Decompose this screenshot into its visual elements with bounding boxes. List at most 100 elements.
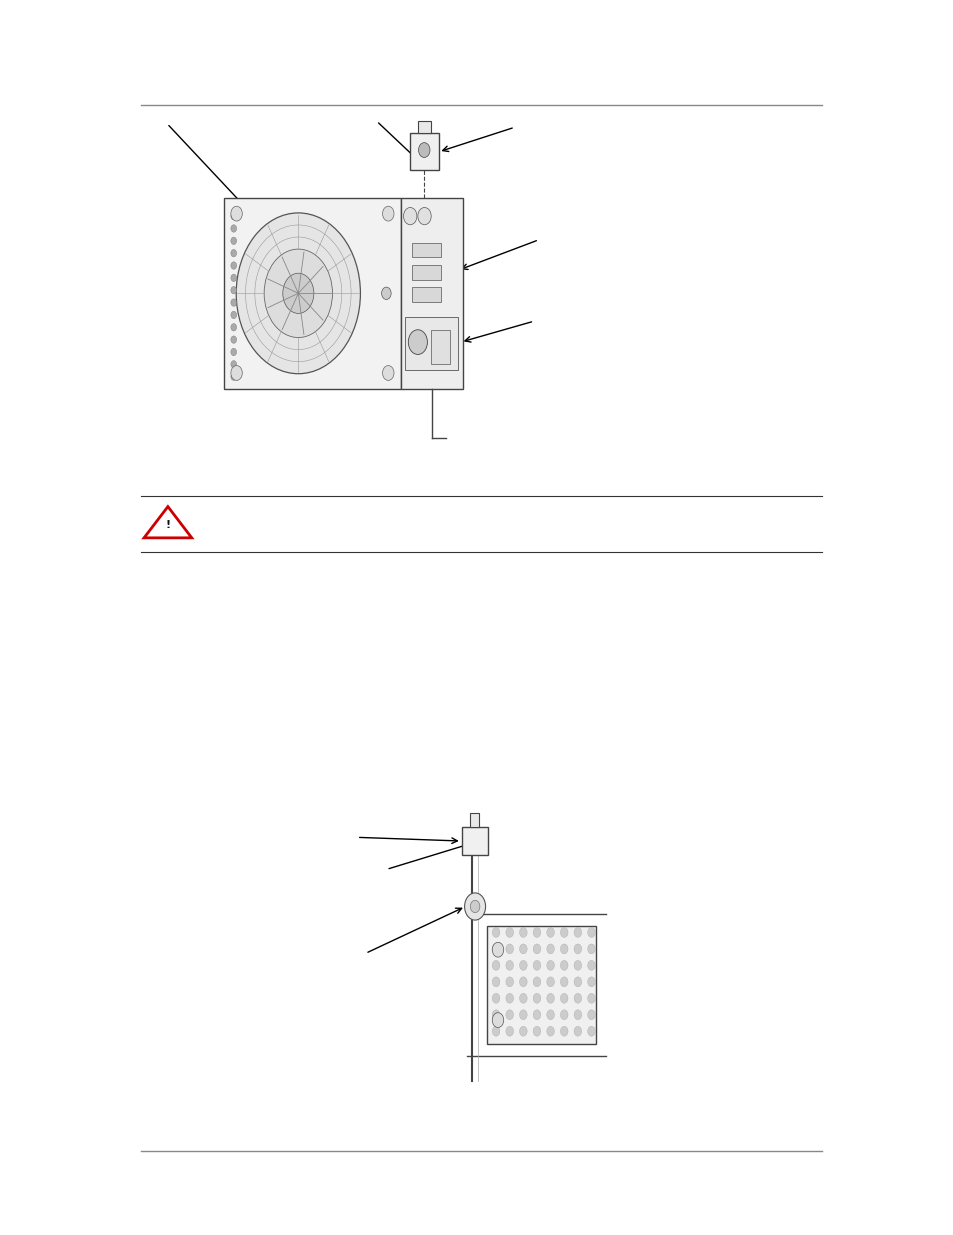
Circle shape: [382, 366, 394, 380]
Circle shape: [559, 927, 567, 937]
Circle shape: [587, 1010, 595, 1020]
Circle shape: [559, 993, 567, 1003]
Circle shape: [492, 944, 499, 953]
Circle shape: [587, 944, 595, 953]
Circle shape: [574, 1026, 581, 1036]
Circle shape: [574, 977, 581, 987]
Circle shape: [574, 1010, 581, 1020]
Circle shape: [231, 237, 236, 245]
Circle shape: [264, 249, 333, 337]
Circle shape: [587, 961, 595, 971]
Circle shape: [546, 977, 554, 987]
Circle shape: [519, 1026, 527, 1036]
Circle shape: [408, 330, 427, 354]
Circle shape: [492, 1010, 499, 1020]
Circle shape: [587, 1026, 595, 1036]
Circle shape: [519, 944, 527, 953]
Circle shape: [587, 927, 595, 937]
Circle shape: [574, 944, 581, 953]
Circle shape: [231, 336, 236, 343]
Circle shape: [519, 1010, 527, 1020]
Circle shape: [231, 249, 236, 257]
Circle shape: [492, 942, 503, 957]
Circle shape: [505, 993, 513, 1003]
Circle shape: [505, 1010, 513, 1020]
Circle shape: [231, 366, 242, 380]
Circle shape: [492, 1026, 499, 1036]
Circle shape: [231, 262, 236, 269]
Circle shape: [231, 225, 236, 232]
Circle shape: [236, 212, 360, 374]
Circle shape: [533, 993, 540, 1003]
Circle shape: [559, 944, 567, 953]
Circle shape: [519, 961, 527, 971]
Circle shape: [403, 207, 416, 225]
Polygon shape: [144, 506, 192, 538]
Circle shape: [282, 273, 314, 314]
Circle shape: [533, 927, 540, 937]
Circle shape: [574, 961, 581, 971]
Circle shape: [231, 206, 242, 221]
Circle shape: [546, 993, 554, 1003]
FancyBboxPatch shape: [405, 317, 457, 370]
FancyBboxPatch shape: [410, 133, 438, 170]
Circle shape: [533, 977, 540, 987]
Circle shape: [492, 1013, 503, 1028]
Circle shape: [231, 373, 236, 380]
Circle shape: [231, 212, 236, 220]
Circle shape: [533, 1026, 540, 1036]
Circle shape: [559, 977, 567, 987]
Circle shape: [574, 993, 581, 1003]
Circle shape: [533, 1010, 540, 1020]
Circle shape: [505, 1026, 513, 1036]
Circle shape: [231, 311, 236, 319]
FancyBboxPatch shape: [467, 899, 478, 914]
Circle shape: [382, 206, 394, 221]
Circle shape: [519, 927, 527, 937]
Circle shape: [505, 961, 513, 971]
Circle shape: [587, 993, 595, 1003]
Circle shape: [587, 977, 595, 987]
Circle shape: [381, 287, 391, 299]
Circle shape: [574, 927, 581, 937]
Circle shape: [470, 900, 479, 913]
Circle shape: [492, 961, 499, 971]
FancyBboxPatch shape: [400, 198, 462, 389]
Circle shape: [533, 961, 540, 971]
Circle shape: [546, 1026, 554, 1036]
Circle shape: [559, 1010, 567, 1020]
Circle shape: [546, 961, 554, 971]
Circle shape: [546, 1010, 554, 1020]
FancyBboxPatch shape: [412, 287, 440, 301]
Circle shape: [519, 993, 527, 1003]
Circle shape: [492, 927, 499, 937]
FancyBboxPatch shape: [412, 264, 440, 279]
Circle shape: [231, 361, 236, 368]
FancyBboxPatch shape: [431, 330, 450, 364]
FancyBboxPatch shape: [486, 926, 596, 1044]
FancyBboxPatch shape: [412, 242, 440, 257]
FancyBboxPatch shape: [224, 198, 400, 389]
Circle shape: [559, 1026, 567, 1036]
Circle shape: [505, 977, 513, 987]
Circle shape: [546, 944, 554, 953]
Circle shape: [492, 977, 499, 987]
Circle shape: [505, 927, 513, 937]
Circle shape: [418, 142, 430, 158]
Circle shape: [492, 993, 499, 1003]
Circle shape: [231, 299, 236, 306]
Circle shape: [505, 944, 513, 953]
Circle shape: [231, 287, 236, 294]
Circle shape: [546, 927, 554, 937]
Circle shape: [417, 207, 431, 225]
Circle shape: [231, 324, 236, 331]
Circle shape: [559, 961, 567, 971]
Circle shape: [231, 274, 236, 282]
Text: !: !: [165, 520, 171, 531]
FancyBboxPatch shape: [417, 121, 431, 133]
FancyBboxPatch shape: [461, 827, 488, 855]
Circle shape: [519, 977, 527, 987]
Circle shape: [533, 944, 540, 953]
FancyBboxPatch shape: [469, 813, 478, 827]
Circle shape: [464, 893, 485, 920]
